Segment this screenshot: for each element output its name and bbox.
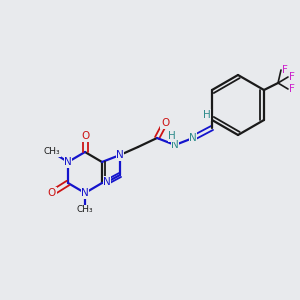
Text: N: N [103,177,111,187]
Text: CH₃: CH₃ [44,148,60,157]
Text: F: F [289,72,295,82]
Text: O: O [48,188,56,198]
Text: N: N [189,133,197,143]
Text: CH₃: CH₃ [77,206,93,214]
Text: N: N [64,157,72,167]
Text: O: O [161,118,169,128]
Text: H: H [168,131,176,141]
Text: N: N [116,150,124,160]
Text: H: H [203,110,211,120]
Text: F: F [289,84,295,94]
Text: O: O [81,131,89,141]
Text: N: N [171,140,179,150]
Text: F: F [282,65,288,75]
Text: N: N [81,188,89,198]
